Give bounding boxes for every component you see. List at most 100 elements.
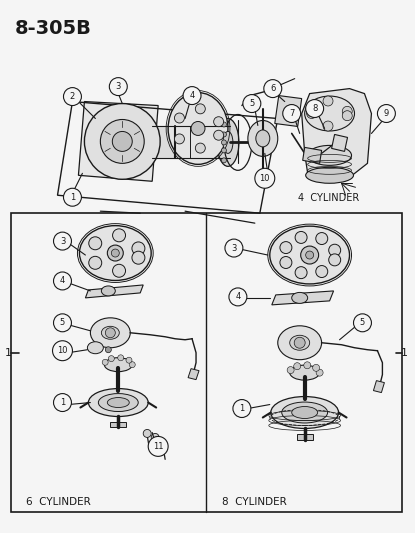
Circle shape [301,246,319,264]
Circle shape [222,148,227,153]
Circle shape [89,237,102,250]
Ellipse shape [223,132,233,154]
Circle shape [294,362,301,370]
Circle shape [214,130,224,140]
Circle shape [329,254,341,266]
Ellipse shape [98,393,138,411]
Circle shape [304,362,311,369]
Circle shape [255,168,275,188]
Text: 8: 8 [312,104,317,113]
Text: 5: 5 [60,318,65,327]
Ellipse shape [308,146,352,165]
Circle shape [295,266,307,279]
Circle shape [294,337,305,348]
Circle shape [63,87,81,106]
Circle shape [222,140,227,145]
Text: 10: 10 [57,346,68,355]
Ellipse shape [282,402,327,423]
Ellipse shape [290,335,310,350]
Circle shape [109,78,127,95]
Circle shape [105,347,111,353]
Circle shape [89,256,102,269]
Text: 1: 1 [5,348,12,358]
Circle shape [143,430,151,438]
Text: 8  CYLINDER: 8 CYLINDER [222,497,287,507]
Circle shape [306,100,324,117]
Ellipse shape [256,130,270,147]
Polygon shape [303,148,322,163]
Ellipse shape [248,120,278,156]
Circle shape [100,119,144,163]
Ellipse shape [306,167,354,183]
Ellipse shape [168,93,228,164]
Circle shape [316,232,328,245]
Polygon shape [297,434,312,440]
Text: 6: 6 [270,84,276,93]
Polygon shape [188,369,199,379]
Circle shape [148,437,168,456]
Circle shape [112,229,125,242]
Ellipse shape [292,293,308,303]
Circle shape [129,362,135,368]
Circle shape [329,244,341,256]
Circle shape [105,328,115,338]
Text: 1: 1 [70,193,75,201]
Text: 3: 3 [231,244,237,253]
Ellipse shape [101,286,115,296]
Ellipse shape [107,398,129,408]
Circle shape [243,94,261,112]
Circle shape [54,314,71,332]
Circle shape [102,359,108,365]
Text: 6  CYLINDER: 6 CYLINDER [26,497,90,507]
Text: 5: 5 [249,99,254,108]
Ellipse shape [270,226,349,284]
Text: 1: 1 [400,348,408,358]
Circle shape [233,400,251,417]
Ellipse shape [104,358,132,372]
Polygon shape [332,134,347,151]
Circle shape [312,365,320,372]
Text: 1: 1 [60,398,65,407]
Polygon shape [85,285,143,298]
Circle shape [229,288,247,306]
Circle shape [183,86,201,104]
Circle shape [118,355,124,361]
Circle shape [306,251,314,259]
Circle shape [108,356,114,361]
Circle shape [195,104,205,114]
Polygon shape [110,423,126,427]
Text: 3: 3 [116,82,121,91]
Circle shape [54,232,71,250]
Ellipse shape [88,389,148,416]
Circle shape [112,264,125,277]
Circle shape [225,239,243,257]
Circle shape [222,122,227,127]
Circle shape [151,433,159,441]
Circle shape [132,242,145,255]
Ellipse shape [90,318,130,348]
Circle shape [316,265,328,278]
Circle shape [214,117,224,127]
Circle shape [283,104,301,123]
Circle shape [307,109,317,118]
Circle shape [287,367,294,374]
Text: 9: 9 [384,109,389,118]
Circle shape [191,122,205,135]
Text: 4: 4 [189,91,195,100]
Text: 2: 2 [70,92,75,101]
Text: 8-305B: 8-305B [15,19,92,38]
Circle shape [264,79,282,98]
Circle shape [222,132,227,137]
Circle shape [342,111,352,120]
Circle shape [84,103,160,179]
Polygon shape [275,95,302,126]
Circle shape [295,231,307,244]
Circle shape [54,272,71,290]
Ellipse shape [305,96,354,131]
Circle shape [195,143,205,153]
Circle shape [63,188,81,206]
Circle shape [316,369,323,376]
Text: 11: 11 [153,442,164,451]
Polygon shape [302,88,371,181]
Polygon shape [78,102,158,181]
